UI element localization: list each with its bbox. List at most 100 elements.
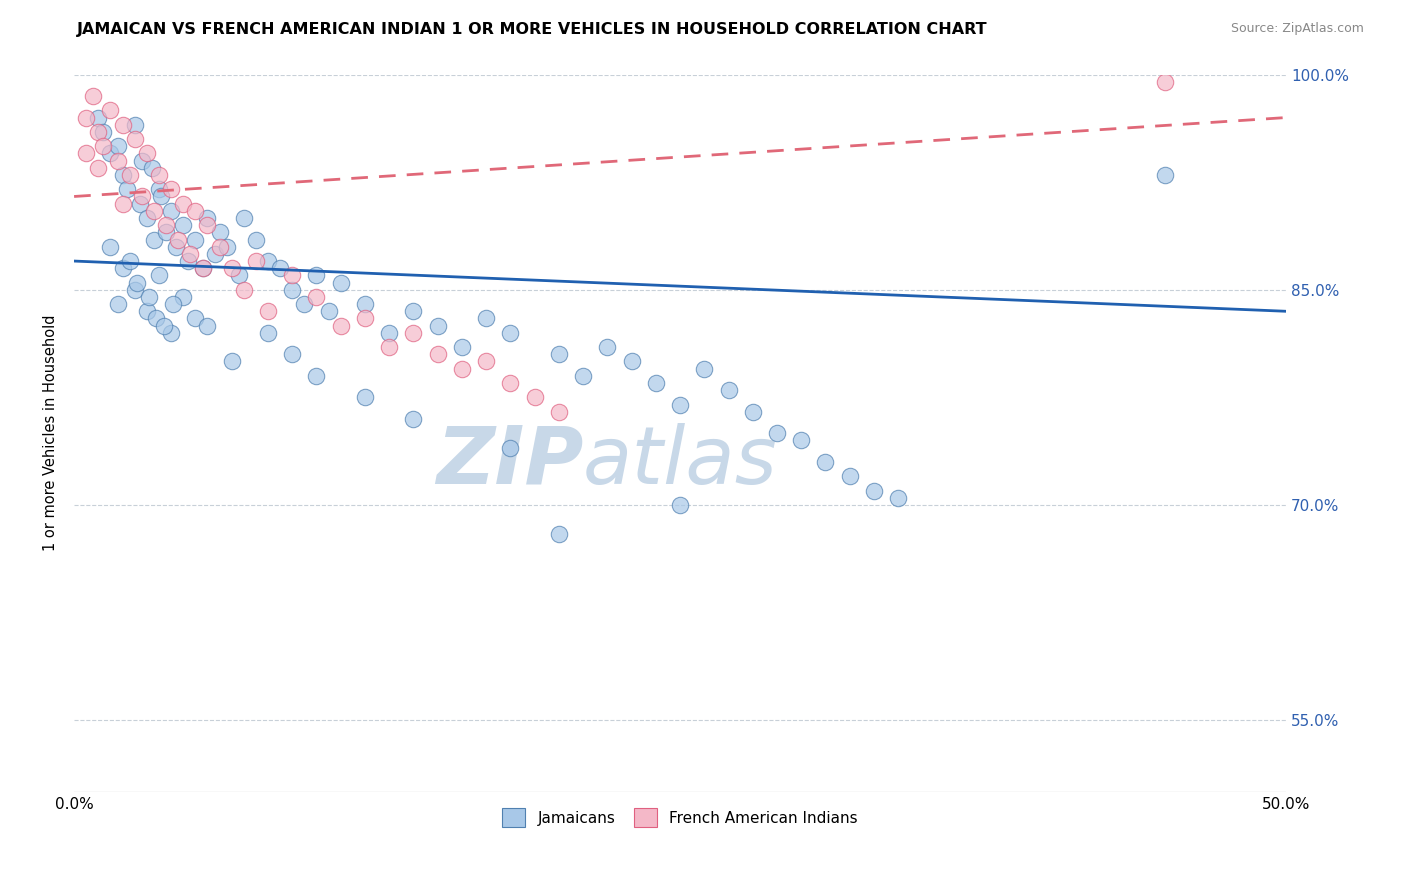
Point — [128, 196, 150, 211]
Point — [184, 311, 207, 326]
Point — [741, 405, 763, 419]
Point — [475, 311, 498, 326]
Point — [215, 240, 238, 254]
Point — [257, 326, 280, 340]
Point — [451, 361, 474, 376]
Point — [131, 189, 153, 203]
Point — [107, 139, 129, 153]
Point — [305, 368, 328, 383]
Point — [167, 233, 190, 247]
Legend: Jamaicans, French American Indians: Jamaicans, French American Indians — [495, 801, 865, 835]
Point — [378, 326, 401, 340]
Point — [143, 203, 166, 218]
Point — [257, 304, 280, 318]
Point — [232, 211, 254, 225]
Point — [547, 347, 569, 361]
Point — [620, 354, 643, 368]
Point — [245, 233, 267, 247]
Point — [87, 161, 110, 175]
Point — [451, 340, 474, 354]
Point — [547, 526, 569, 541]
Point — [402, 412, 425, 426]
Point — [141, 161, 163, 175]
Point — [100, 146, 122, 161]
Point — [118, 168, 141, 182]
Point — [281, 283, 304, 297]
Point — [160, 326, 183, 340]
Point — [111, 196, 134, 211]
Text: ZIP: ZIP — [436, 423, 583, 501]
Point — [814, 455, 837, 469]
Point — [572, 368, 595, 383]
Point — [257, 254, 280, 268]
Point — [124, 132, 146, 146]
Point — [281, 268, 304, 283]
Point — [148, 168, 170, 182]
Point — [87, 111, 110, 125]
Point — [204, 247, 226, 261]
Point — [124, 118, 146, 132]
Point — [547, 405, 569, 419]
Point — [887, 491, 910, 505]
Point — [292, 297, 315, 311]
Point — [354, 297, 377, 311]
Point — [118, 254, 141, 268]
Point — [523, 390, 546, 404]
Point — [184, 203, 207, 218]
Point — [191, 261, 214, 276]
Point — [148, 268, 170, 283]
Point — [143, 233, 166, 247]
Point — [790, 434, 813, 448]
Point — [135, 211, 157, 225]
Point — [1153, 75, 1175, 89]
Point — [191, 261, 214, 276]
Point — [179, 247, 201, 261]
Point — [177, 254, 200, 268]
Point — [499, 441, 522, 455]
Y-axis label: 1 or more Vehicles in Household: 1 or more Vehicles in Household — [44, 315, 58, 551]
Point — [184, 233, 207, 247]
Point — [228, 268, 250, 283]
Point — [131, 153, 153, 168]
Point — [318, 304, 340, 318]
Point — [107, 153, 129, 168]
Point — [162, 297, 184, 311]
Point — [155, 225, 177, 239]
Point — [152, 318, 174, 333]
Point — [378, 340, 401, 354]
Point — [87, 125, 110, 139]
Point — [402, 326, 425, 340]
Point — [172, 290, 194, 304]
Point — [148, 182, 170, 196]
Point — [499, 376, 522, 390]
Point — [111, 261, 134, 276]
Point — [155, 218, 177, 232]
Point — [165, 240, 187, 254]
Point — [138, 290, 160, 304]
Point — [402, 304, 425, 318]
Point — [100, 240, 122, 254]
Point — [766, 426, 789, 441]
Point — [221, 354, 243, 368]
Point — [160, 203, 183, 218]
Point — [127, 276, 149, 290]
Point — [1153, 168, 1175, 182]
Point — [596, 340, 619, 354]
Point — [160, 182, 183, 196]
Point — [111, 118, 134, 132]
Point — [107, 297, 129, 311]
Point — [426, 318, 449, 333]
Point — [150, 189, 173, 203]
Point — [354, 390, 377, 404]
Point — [499, 326, 522, 340]
Point — [172, 218, 194, 232]
Point — [75, 111, 97, 125]
Point — [117, 182, 139, 196]
Point — [329, 318, 352, 333]
Text: atlas: atlas — [583, 423, 778, 501]
Point — [221, 261, 243, 276]
Point — [281, 347, 304, 361]
Point — [669, 398, 692, 412]
Point — [838, 469, 860, 483]
Point — [197, 218, 219, 232]
